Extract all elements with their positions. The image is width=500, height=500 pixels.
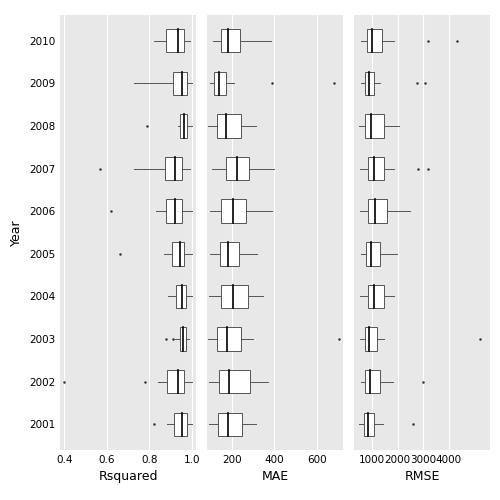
Bar	[226, 157, 248, 180]
Bar	[364, 328, 376, 351]
Bar	[174, 412, 186, 436]
Bar	[166, 200, 182, 223]
Bar	[364, 370, 380, 394]
Bar	[364, 114, 384, 138]
Bar	[368, 29, 382, 52]
Bar	[364, 72, 374, 95]
Bar	[168, 370, 184, 394]
Bar	[368, 157, 384, 180]
Bar	[221, 200, 246, 223]
Bar	[180, 328, 186, 351]
Bar	[368, 284, 384, 308]
Bar	[180, 114, 186, 138]
Bar	[364, 412, 374, 436]
Bar	[220, 242, 239, 266]
Bar	[366, 242, 380, 266]
Bar	[221, 284, 248, 308]
Bar	[368, 200, 387, 223]
Bar	[214, 72, 226, 95]
X-axis label: Rsquared: Rsquared	[98, 470, 158, 484]
Bar	[218, 370, 250, 394]
Bar	[216, 328, 241, 351]
Bar	[221, 29, 240, 52]
Bar	[172, 242, 184, 266]
Bar	[172, 72, 186, 95]
Bar	[166, 29, 184, 52]
X-axis label: RMSE: RMSE	[404, 470, 440, 484]
Bar	[176, 284, 186, 308]
Bar	[218, 412, 242, 436]
X-axis label: MAE: MAE	[262, 470, 288, 484]
Y-axis label: Year: Year	[10, 219, 24, 246]
Bar	[216, 114, 241, 138]
Bar	[165, 157, 182, 180]
